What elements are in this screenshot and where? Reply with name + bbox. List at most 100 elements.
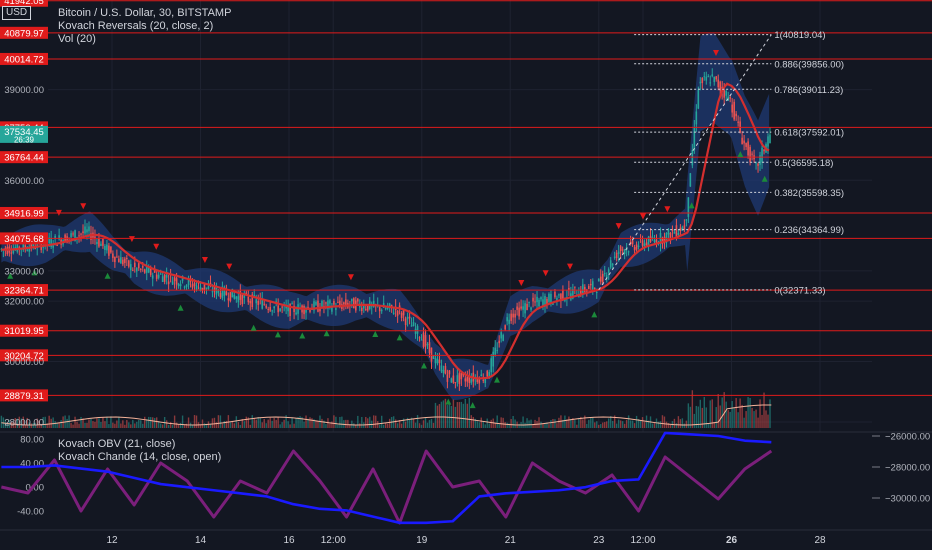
fib-label: 0.236(34364.99) (774, 225, 844, 236)
volume-bar (36, 418, 38, 428)
candle-body (530, 307, 532, 310)
volume-bar (514, 419, 516, 428)
volume-bar (219, 415, 222, 428)
volume-bar (233, 423, 236, 428)
volume-bar (108, 424, 110, 428)
volume-bar (598, 424, 600, 428)
candle-body (96, 241, 98, 245)
volume-bar (6, 423, 9, 428)
y-tick-label: 36000.00 (4, 176, 44, 187)
fib-label: 0.618(37592.01) (774, 128, 844, 139)
candle-body (685, 219, 688, 221)
candle-body (315, 301, 317, 305)
candle-body (516, 306, 518, 310)
reversal-band-area (1, 32, 770, 400)
candle-body (651, 236, 654, 239)
legend-obv[interactable]: Kovach OBV (21, close) (58, 438, 176, 450)
reversal-arrow-down (664, 206, 671, 213)
candle-body (78, 235, 80, 237)
volume-bar (329, 423, 331, 428)
lower-right-tick: −30000.00 (885, 494, 930, 505)
volume-bar (691, 390, 694, 428)
candle-body (307, 306, 309, 308)
level-lines: 41942.0540879.9740014.7237750.4436764.44… (0, 0, 932, 402)
volume-bar (635, 415, 638, 428)
volume-bar (653, 423, 656, 428)
candle-body (153, 269, 156, 273)
volume-bar (38, 420, 40, 428)
volume-bar (249, 424, 251, 428)
volume-bar (275, 419, 277, 428)
volume-bar (502, 417, 504, 428)
volume-bar (187, 417, 190, 428)
volume-bar (0, 415, 3, 428)
candle-body (396, 310, 399, 316)
volume-bar (183, 424, 186, 428)
candle-body (440, 365, 443, 372)
volume-bar (323, 420, 325, 428)
volume-bar (241, 418, 244, 428)
candle-body (100, 243, 102, 246)
legend-symbol[interactable]: Bitcoin / U.S. Dollar, 30, BITSTAMP (58, 7, 232, 19)
candle-body (438, 359, 441, 364)
level-label-bg (0, 324, 48, 337)
volume-bar (442, 400, 445, 428)
candle-body (229, 292, 232, 301)
candle-body (86, 229, 88, 233)
reversal-arrow-up (420, 362, 427, 369)
candle-body (223, 287, 226, 296)
candle-body (593, 288, 596, 290)
candle-body (504, 325, 506, 330)
volume-bar (602, 422, 604, 428)
volume-bar (257, 417, 259, 428)
volume-bar (478, 422, 480, 428)
candle-body (398, 305, 401, 309)
volume-bar (146, 419, 148, 428)
candle-body (362, 304, 365, 309)
volume-bar (46, 423, 48, 428)
volume-bar (128, 422, 130, 428)
reversal-arrow-up (737, 151, 744, 158)
volume-bar (500, 417, 502, 428)
legend-volume[interactable]: Vol (20) (58, 33, 96, 45)
legend-chande[interactable]: Kovach Chande (14, close, open) (58, 451, 222, 463)
candle-body (416, 326, 419, 334)
candle-body (741, 137, 743, 145)
legend-reversals[interactable]: Kovach Reversals (20, close, 2) (58, 20, 214, 32)
currency-badge[interactable]: USD (2, 6, 32, 20)
volume-bar (359, 423, 361, 428)
volume-bar (412, 418, 415, 428)
candle-body (165, 275, 168, 278)
volume-bar (211, 418, 214, 428)
candle-body (613, 256, 616, 258)
candle-body (104, 245, 106, 251)
level-label-bg (0, 151, 48, 164)
volume-bar (295, 417, 297, 428)
volume-bar (225, 420, 228, 428)
fib-label: 0(32371.33) (774, 285, 825, 296)
volume-bar (365, 416, 367, 428)
volume-bar (106, 416, 108, 428)
volume-bar (641, 417, 644, 428)
volume-bar (512, 415, 514, 428)
volume-bar (586, 423, 588, 428)
reversal-arrow-down (542, 270, 549, 277)
volume-bar (470, 415, 473, 428)
volume-bar (217, 415, 220, 428)
level-label-bg (0, 0, 48, 7)
candle-body (480, 374, 483, 377)
candle-body (285, 306, 287, 309)
volume-bar (287, 421, 289, 428)
volume-bar (643, 422, 646, 428)
candle-body (434, 357, 437, 364)
volume-bar (476, 421, 478, 428)
reversal-arrow-up (274, 331, 281, 338)
candle-body (697, 89, 700, 109)
volume-bar (124, 424, 126, 428)
candle-body (227, 298, 230, 301)
candle-body (243, 295, 246, 298)
volume-bar (617, 419, 620, 428)
candle-body (755, 162, 757, 164)
candle-body (157, 274, 160, 278)
